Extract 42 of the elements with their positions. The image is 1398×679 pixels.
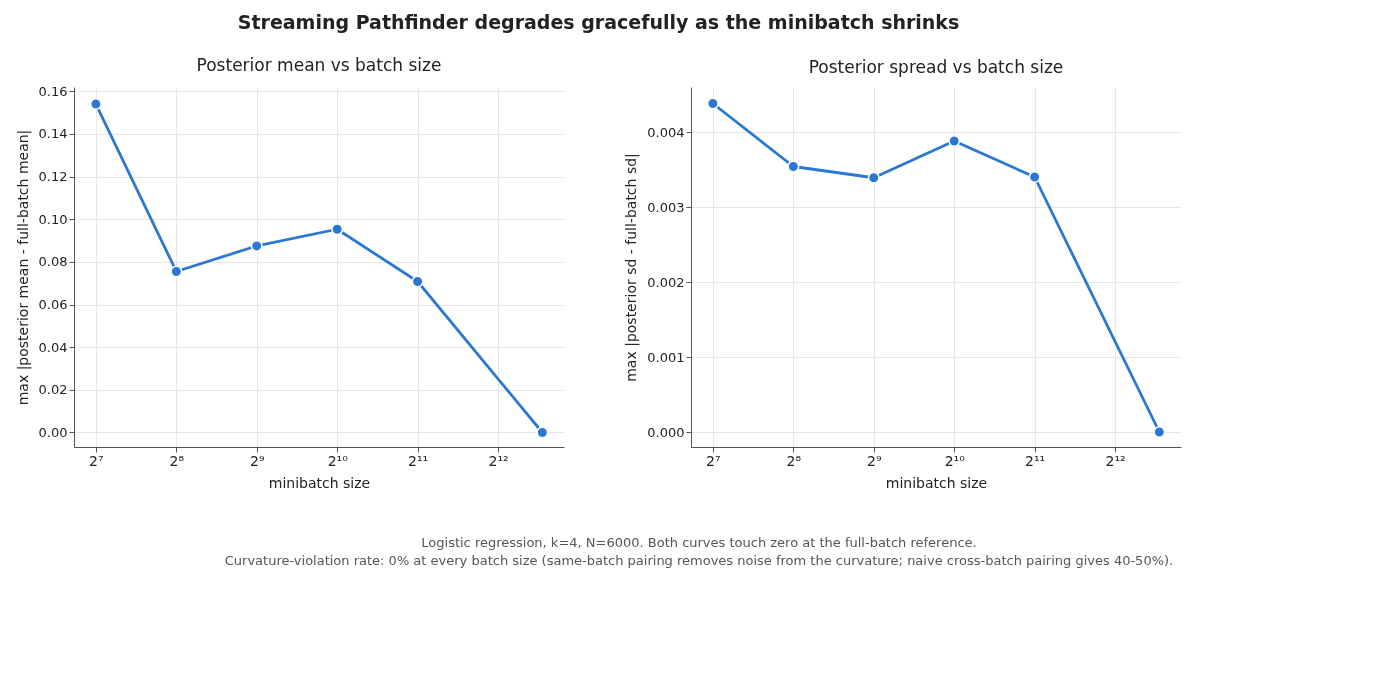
x-tick-label: 2⁹: [866, 452, 882, 469]
point: [411, 275, 424, 288]
text: Logistic regression, k=4, N=6000. Both curves touch zero at the full-batch reference.: [420, 534, 978, 552]
y-tick-label: 0.14: [38, 126, 68, 142]
y-tick-label: 0.02: [38, 382, 68, 398]
x-axis-title: minibatch size: [885, 474, 988, 491]
chart-title: Posterior mean vs batch size: [196, 55, 442, 76]
x-tick-label: 2⁸: [786, 452, 802, 469]
x-tick-label: 2¹²: [1105, 452, 1126, 469]
point: [331, 223, 344, 236]
y-axis-title: max |posterior mean - full-batch mean|: [14, 129, 32, 406]
x-tick-label: 2¹¹: [1025, 452, 1046, 469]
y-tick-label: 0.10: [38, 211, 68, 227]
y-axis-title: max |posterior sd - full-batch sd|: [623, 153, 641, 382]
y-tick-label: 0.04: [38, 339, 68, 355]
x-tick-label: 2⁷: [706, 452, 721, 469]
y-tick-label: 0.000: [647, 424, 685, 440]
point: [948, 135, 961, 147]
text: Curvature-violation rate: 0% at every batch size (same-batch pairing removes noise from the curvature; naive cross-batch pairing gives 40-50%).: [223, 552, 1175, 570]
point: [787, 160, 800, 173]
y-tick-label: 0.06: [38, 297, 68, 313]
x-tick-label: 2⁹: [249, 452, 265, 469]
y-tick-label: 0.08: [38, 254, 68, 270]
x-tick-label: 2¹⁰: [944, 452, 966, 469]
y-tick-label: 0.002: [647, 274, 685, 290]
point: [867, 171, 880, 184]
y-tick-label: 0.16: [38, 83, 68, 99]
x-tick-label: 2¹²: [488, 452, 509, 469]
chart-title: Posterior spread vs batch size: [808, 57, 1064, 77]
x-tick-label: 2¹¹: [408, 452, 429, 469]
text: Streaming Pathfinder degrades gracefully as the minibatch shrinks: [237, 11, 960, 34]
y-tick-label: 0.004: [647, 124, 685, 140]
y-tick-label: 0.12: [38, 169, 68, 185]
y-tick-label: 0.001: [647, 349, 685, 365]
y-tick-label: 0.003: [647, 199, 685, 215]
y-tick-label: 0.00: [38, 425, 68, 440]
point: [250, 239, 263, 252]
x-tick-label: 2¹⁰: [327, 452, 349, 469]
x-tick-label: 2⁸: [169, 452, 185, 469]
x-axis-title: minibatch size: [268, 474, 371, 491]
point: [170, 265, 183, 278]
x-tick-label: 2⁷: [89, 452, 104, 469]
